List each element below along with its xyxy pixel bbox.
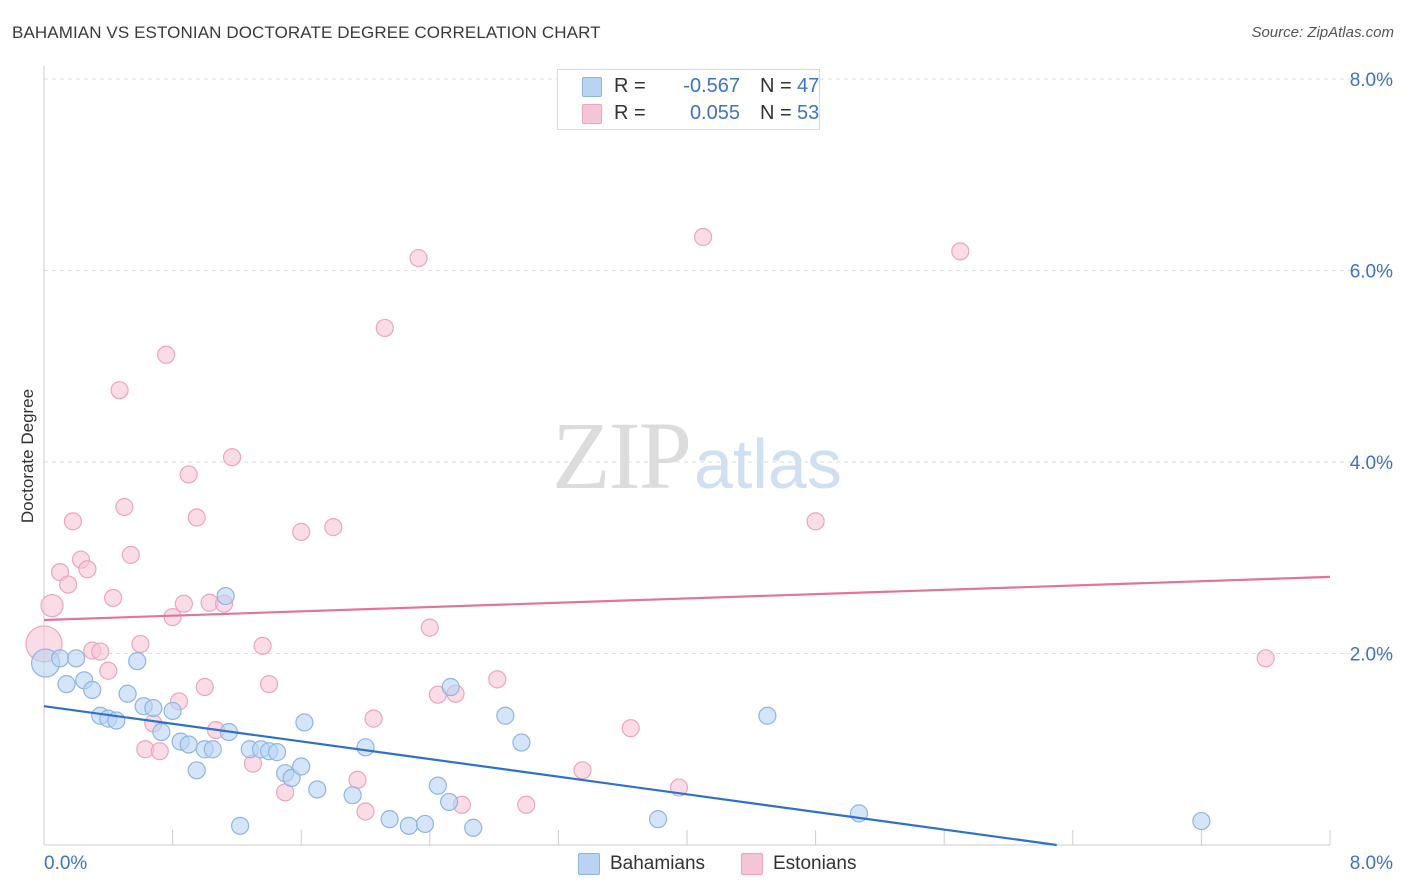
bahamians-point	[399, 816, 419, 835]
legend-swatch-bahamians	[578, 853, 600, 875]
bahamians-point	[356, 738, 375, 757]
bahamians-point	[441, 677, 460, 697]
x-tick-label: 8.0%	[1350, 853, 1393, 874]
estonians-point	[488, 670, 507, 689]
bahamians-point	[57, 675, 76, 694]
estonians-point	[104, 588, 123, 608]
bahamians-point	[216, 586, 235, 606]
bahamians-point	[415, 814, 435, 834]
legend-n-label: N =	[760, 75, 792, 97]
bahamians-point	[439, 792, 459, 812]
estonians-point	[115, 497, 134, 517]
bahamians-point	[231, 816, 250, 835]
estonians-point	[222, 448, 242, 467]
estonians-point	[356, 802, 375, 821]
y-tick-label: 4.0%	[1350, 453, 1393, 474]
legend-swatch-bahamians	[582, 77, 602, 97]
estonians-point	[163, 608, 182, 627]
estonians-point	[157, 345, 176, 364]
estonians-point	[409, 248, 428, 268]
bahamians-point	[118, 684, 137, 703]
bahamians-point	[292, 757, 311, 776]
bahamians-point	[267, 743, 287, 762]
y-tick-label: 2.0%	[1350, 645, 1393, 666]
estonians-point	[40, 594, 64, 618]
estonians-point	[78, 560, 97, 579]
bahamians-point	[144, 698, 163, 718]
bahamians-point	[308, 780, 327, 799]
estonians-point	[806, 512, 825, 531]
estonians-point	[292, 522, 311, 541]
correlation-legend: R = -0.567 N = 47 R = 0.055 N = 53	[557, 69, 820, 130]
legend-r-value: 0.055	[689, 102, 740, 124]
bahamians-point	[187, 761, 206, 780]
bahamians-point	[203, 740, 222, 759]
bahamians-point	[295, 713, 314, 732]
estonians-point	[195, 677, 214, 697]
estonians-point	[253, 636, 272, 655]
estonians-point	[573, 761, 592, 780]
estonians-point	[693, 227, 713, 247]
x-tick-label: 0.0%	[44, 853, 87, 874]
bahamians-point	[648, 810, 668, 829]
bahamians-point	[428, 776, 447, 795]
estonians-point	[324, 518, 343, 537]
y-tick-label: 8.0%	[1350, 70, 1393, 91]
bahamians-point	[179, 735, 198, 754]
legend-n-value: 53	[797, 102, 820, 124]
estonians-trend-line	[43, 575, 1331, 622]
legend-r-value: -0.567	[683, 75, 740, 97]
legend-label-estonians: Estonians	[773, 853, 857, 874]
bahamians-trend-line	[43, 705, 1057, 847]
estonians-point	[179, 465, 198, 484]
estonians-point	[259, 675, 279, 694]
estonians-point	[517, 795, 536, 814]
bahamians-point	[50, 649, 70, 668]
bahamians-point	[1192, 811, 1211, 831]
estonians-point	[364, 709, 383, 728]
legend-r-label: R =	[614, 75, 646, 97]
estonians-point	[187, 508, 206, 527]
bahamians-point	[67, 649, 86, 668]
y-tick-label: 6.0%	[1350, 262, 1393, 283]
y-axis-label: Doctorate Degree	[18, 388, 37, 524]
estonians-point	[1256, 649, 1275, 668]
legend-swatch-estonians	[582, 104, 602, 124]
estonians-point	[110, 381, 129, 400]
bahamians-point	[163, 701, 182, 721]
series-legend: Bahamians Estonians	[0, 852, 1406, 878]
bahamians-point	[464, 818, 483, 837]
estonians-point	[121, 545, 140, 564]
legend-label-bahamians: Bahamians	[610, 853, 706, 874]
estonians-point	[150, 742, 169, 761]
estonians-point	[621, 719, 640, 738]
estonians-point	[375, 318, 394, 338]
estonians-point	[174, 594, 193, 613]
bahamians-point	[128, 652, 147, 671]
bahamians-point	[496, 706, 515, 725]
estonians-point	[420, 618, 439, 637]
legend-r-label: R =	[614, 102, 646, 124]
legend-swatch-estonians	[741, 853, 763, 875]
estonians-point	[99, 661, 118, 680]
bahamians-point	[380, 810, 399, 829]
bahamians-point	[758, 706, 777, 725]
estonians-point	[91, 642, 110, 661]
bahamians-point	[152, 722, 171, 742]
chart-title: BAHAMIAN VS ESTONIAN DOCTORATE DEGREE CO…	[12, 23, 601, 42]
bahamians-point	[512, 733, 531, 752]
legend-n-value: 47	[797, 75, 820, 97]
bahamians-point	[343, 786, 362, 805]
bahamians-point	[83, 680, 102, 699]
estonians-point	[59, 575, 78, 594]
estonians-point	[63, 512, 83, 531]
estonians-point	[348, 770, 367, 789]
source-label: Source: ZipAtlas.com	[1251, 24, 1394, 41]
estonians-point	[951, 242, 970, 261]
estonians-point	[131, 634, 150, 654]
legend-n-label: N =	[760, 102, 792, 124]
